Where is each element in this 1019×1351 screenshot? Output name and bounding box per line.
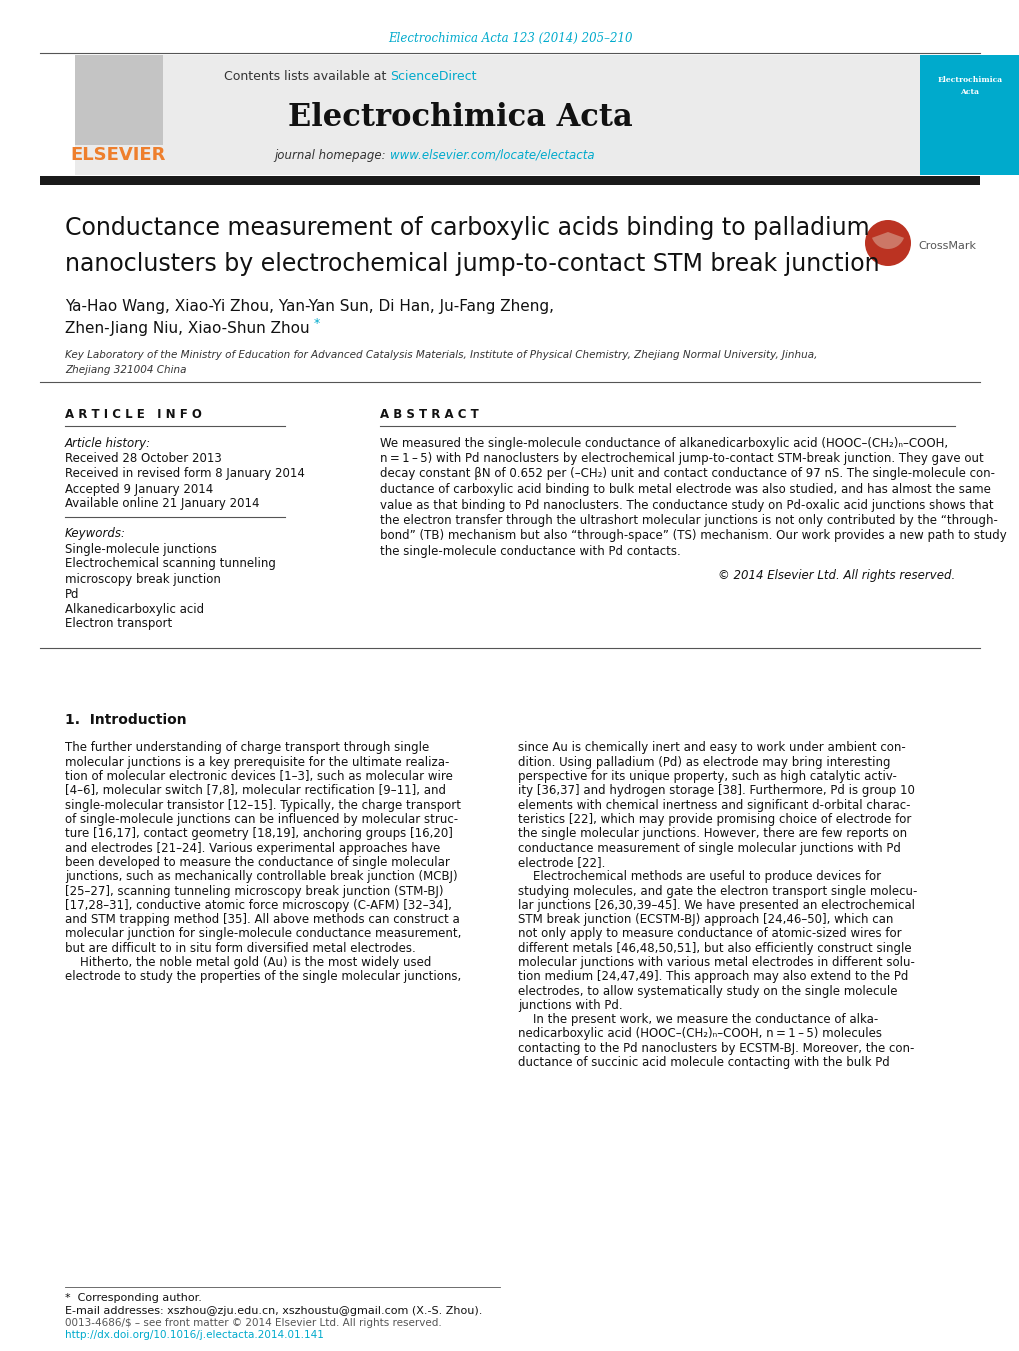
Text: nanoclusters by electrochemical jump-to-contact STM break junction: nanoclusters by electrochemical jump-to-… <box>65 253 878 276</box>
Text: ductance of carboxylic acid binding to bulk metal electrode was also studied, an: ductance of carboxylic acid binding to b… <box>380 484 989 496</box>
Text: Single-molecule junctions: Single-molecule junctions <box>65 543 217 555</box>
Text: contacting to the Pd nanoclusters by ECSTM-BJ. Moreover, the con-: contacting to the Pd nanoclusters by ECS… <box>518 1042 913 1055</box>
Text: [25–27], scanning tunneling microscopy break junction (STM-BJ): [25–27], scanning tunneling microscopy b… <box>65 885 443 897</box>
Text: decay constant βN of 0.652 per (–CH₂) unit and contact conductance of 97 nS. The: decay constant βN of 0.652 per (–CH₂) un… <box>380 467 994 481</box>
Text: Electrochemical methods are useful to produce devices for: Electrochemical methods are useful to pr… <box>518 870 880 884</box>
Text: nedicarboxylic acid (HOOC–(CH₂)ₙ–COOH, n = 1 – 5) molecules: nedicarboxylic acid (HOOC–(CH₂)ₙ–COOH, n… <box>518 1028 881 1040</box>
FancyBboxPatch shape <box>75 55 163 145</box>
Text: Key Laboratory of the Ministry of Education for Advanced Catalysis Materials, In: Key Laboratory of the Ministry of Educat… <box>65 350 816 359</box>
Text: lar junctions [26,30,39–45]. We have presented an electrochemical: lar junctions [26,30,39–45]. We have pre… <box>518 898 914 912</box>
Text: 0013-4686/$ – see front matter © 2014 Elsevier Ltd. All rights reserved.: 0013-4686/$ – see front matter © 2014 El… <box>65 1319 441 1328</box>
FancyBboxPatch shape <box>919 55 1019 176</box>
Text: Pd: Pd <box>65 588 79 600</box>
Text: molecular junction for single-molecule conductance measurement,: molecular junction for single-molecule c… <box>65 927 461 940</box>
Text: Alkanedicarboxylic acid: Alkanedicarboxylic acid <box>65 603 204 616</box>
Text: been developed to measure the conductance of single molecular: been developed to measure the conductanc… <box>65 857 449 869</box>
FancyBboxPatch shape <box>75 55 919 176</box>
Text: and electrodes [21–24]. Various experimental approaches have: and electrodes [21–24]. Various experime… <box>65 842 440 855</box>
Text: Accepted 9 January 2014: Accepted 9 January 2014 <box>65 482 213 496</box>
Text: molecular junctions with various metal electrodes in different solu-: molecular junctions with various metal e… <box>518 957 914 969</box>
Text: We measured the single-molecule conductance of alkanedicarboxylic acid (HOOC–(CH: We measured the single-molecule conducta… <box>380 436 948 450</box>
Text: electrode to study the properties of the single molecular junctions,: electrode to study the properties of the… <box>65 970 461 984</box>
Text: the electron transfer through the ultrashort molecular junctions is not only con: the electron transfer through the ultras… <box>380 513 997 527</box>
Wedge shape <box>871 232 903 249</box>
Text: teristics [22], which may provide promising choice of electrode for: teristics [22], which may provide promis… <box>518 813 911 825</box>
Text: microscopy break junction: microscopy break junction <box>65 573 221 585</box>
Text: *: * <box>314 317 320 331</box>
Text: perspective for its unique property, such as high catalytic activ-: perspective for its unique property, suc… <box>518 770 896 784</box>
Text: ture [16,17], contact geometry [18,19], anchoring groups [16,20]: ture [16,17], contact geometry [18,19], … <box>65 827 452 840</box>
Text: Received in revised form 8 January 2014: Received in revised form 8 January 2014 <box>65 467 305 481</box>
Text: studying molecules, and gate the electron transport single molecu-: studying molecules, and gate the electro… <box>518 885 916 897</box>
Text: single-molecular transistor [12–15]. Typically, the charge transport: single-molecular transistor [12–15]. Typ… <box>65 798 461 812</box>
Text: ductance of succinic acid molecule contacting with the bulk Pd: ductance of succinic acid molecule conta… <box>518 1056 889 1069</box>
Text: Article history:: Article history: <box>65 436 151 450</box>
Text: [17,28–31], conductive atomic force microscopy (C-AFM) [32–34],: [17,28–31], conductive atomic force micr… <box>65 898 451 912</box>
Text: dition. Using palladium (Pd) as electrode may bring interesting: dition. Using palladium (Pd) as electrod… <box>518 755 890 769</box>
Text: ity [36,37] and hydrogen storage [38]. Furthermore, Pd is group 10: ity [36,37] and hydrogen storage [38]. F… <box>518 785 914 797</box>
Text: 1.  Introduction: 1. Introduction <box>65 713 186 727</box>
Text: Acta: Acta <box>960 88 978 96</box>
Text: electrode [22].: electrode [22]. <box>518 857 605 869</box>
Text: Zhen-Jiang Niu, Xiao-Shun Zhou: Zhen-Jiang Niu, Xiao-Shun Zhou <box>65 320 310 335</box>
Text: tion medium [24,47,49]. This approach may also extend to the Pd: tion medium [24,47,49]. This approach ma… <box>518 970 908 984</box>
Text: CrossMark: CrossMark <box>917 240 975 251</box>
Circle shape <box>864 220 910 266</box>
Text: tion of molecular electronic devices [1–3], such as molecular wire: tion of molecular electronic devices [1–… <box>65 770 452 784</box>
Text: A B S T R A C T: A B S T R A C T <box>380 408 478 422</box>
Text: different metals [46,48,50,51], but also efficiently construct single: different metals [46,48,50,51], but also… <box>518 942 911 955</box>
Text: the single-molecule conductance with Pd contacts.: the single-molecule conductance with Pd … <box>380 544 680 558</box>
Text: conductance measurement of single molecular junctions with Pd: conductance measurement of single molecu… <box>518 842 900 855</box>
Text: ELSEVIER: ELSEVIER <box>70 146 165 163</box>
Text: since Au is chemically inert and easy to work under ambient con-: since Au is chemically inert and easy to… <box>518 742 905 754</box>
Text: E-mail addresses: xszhou@zju.edu.cn, xszhoustu@gmail.com (X.-S. Zhou).: E-mail addresses: xszhou@zju.edu.cn, xsz… <box>65 1306 482 1316</box>
Text: Available online 21 January 2014: Available online 21 January 2014 <box>65 497 259 511</box>
Text: Electrochimica Acta 123 (2014) 205–210: Electrochimica Acta 123 (2014) 205–210 <box>387 31 632 45</box>
Text: A R T I C L E   I N F O: A R T I C L E I N F O <box>65 408 202 422</box>
Text: elements with chemical inertness and significant d-orbital charac-: elements with chemical inertness and sig… <box>518 798 910 812</box>
Text: value as that binding to Pd nanoclusters. The conductance study on Pd-oxalic aci: value as that binding to Pd nanoclusters… <box>380 499 993 512</box>
Text: bond” (TB) mechanism but also “through-space” (TS) mechanism. Our work provides : bond” (TB) mechanism but also “through-s… <box>380 530 1006 543</box>
Text: Electrochemical scanning tunneling: Electrochemical scanning tunneling <box>65 558 275 570</box>
Text: molecular junctions is a key prerequisite for the ultimate realiza-: molecular junctions is a key prerequisit… <box>65 755 449 769</box>
Text: [4–6], molecular switch [7,8], molecular rectification [9–11], and: [4–6], molecular switch [7,8], molecular… <box>65 785 445 797</box>
Text: Electron transport: Electron transport <box>65 617 172 631</box>
Text: n = 1 – 5) with Pd nanoclusters by electrochemical jump-to-contact STM-break jun: n = 1 – 5) with Pd nanoclusters by elect… <box>380 453 982 465</box>
Text: the single molecular junctions. However, there are few reports on: the single molecular junctions. However,… <box>518 827 906 840</box>
Text: Contents lists available at: Contents lists available at <box>223 70 389 84</box>
Text: journal homepage:: journal homepage: <box>274 149 389 162</box>
Text: Hitherto, the noble metal gold (Au) is the most widely used: Hitherto, the noble metal gold (Au) is t… <box>65 957 431 969</box>
FancyBboxPatch shape <box>40 176 979 185</box>
Text: not only apply to measure conductance of atomic-sized wires for: not only apply to measure conductance of… <box>518 927 901 940</box>
Text: Zhejiang 321004 China: Zhejiang 321004 China <box>65 365 186 376</box>
Text: *  Corresponding author.: * Corresponding author. <box>65 1293 202 1302</box>
Text: and STM trapping method [35]. All above methods can construct a: and STM trapping method [35]. All above … <box>65 913 460 925</box>
Text: Received 28 October 2013: Received 28 October 2013 <box>65 453 221 466</box>
Text: www.elsevier.com/locate/electacta: www.elsevier.com/locate/electacta <box>389 149 594 162</box>
Text: © 2014 Elsevier Ltd. All rights reserved.: © 2014 Elsevier Ltd. All rights reserved… <box>717 569 954 581</box>
Text: junctions with Pd.: junctions with Pd. <box>518 998 622 1012</box>
Text: Ya-Hao Wang, Xiao-Yi Zhou, Yan-Yan Sun, Di Han, Ju-Fang Zheng,: Ya-Hao Wang, Xiao-Yi Zhou, Yan-Yan Sun, … <box>65 300 553 315</box>
Text: of single-molecule junctions can be influenced by molecular struc-: of single-molecule junctions can be infl… <box>65 813 458 825</box>
Text: ScienceDirect: ScienceDirect <box>389 70 476 84</box>
Text: Conductance measurement of carboxylic acids binding to palladium: Conductance measurement of carboxylic ac… <box>65 216 869 240</box>
Text: junctions, such as mechanically controllable break junction (MCBJ): junctions, such as mechanically controll… <box>65 870 458 884</box>
Text: http://dx.doi.org/10.1016/j.electacta.2014.01.141: http://dx.doi.org/10.1016/j.electacta.20… <box>65 1329 324 1340</box>
Text: but are difficult to in situ form diversified metal electrodes.: but are difficult to in situ form divers… <box>65 942 416 955</box>
Text: Electrochimica: Electrochimica <box>936 76 1002 84</box>
Text: electrodes, to allow systematically study on the single molecule: electrodes, to allow systematically stud… <box>518 985 897 997</box>
Text: Keywords:: Keywords: <box>65 527 126 539</box>
Text: STM break junction (ECSTM-BJ) approach [24,46–50], which can: STM break junction (ECSTM-BJ) approach [… <box>518 913 893 925</box>
Text: In the present work, we measure the conductance of alka-: In the present work, we measure the cond… <box>518 1013 877 1027</box>
Text: The further understanding of charge transport through single: The further understanding of charge tran… <box>65 742 429 754</box>
Text: Electrochimica Acta: Electrochimica Acta <box>287 103 632 134</box>
